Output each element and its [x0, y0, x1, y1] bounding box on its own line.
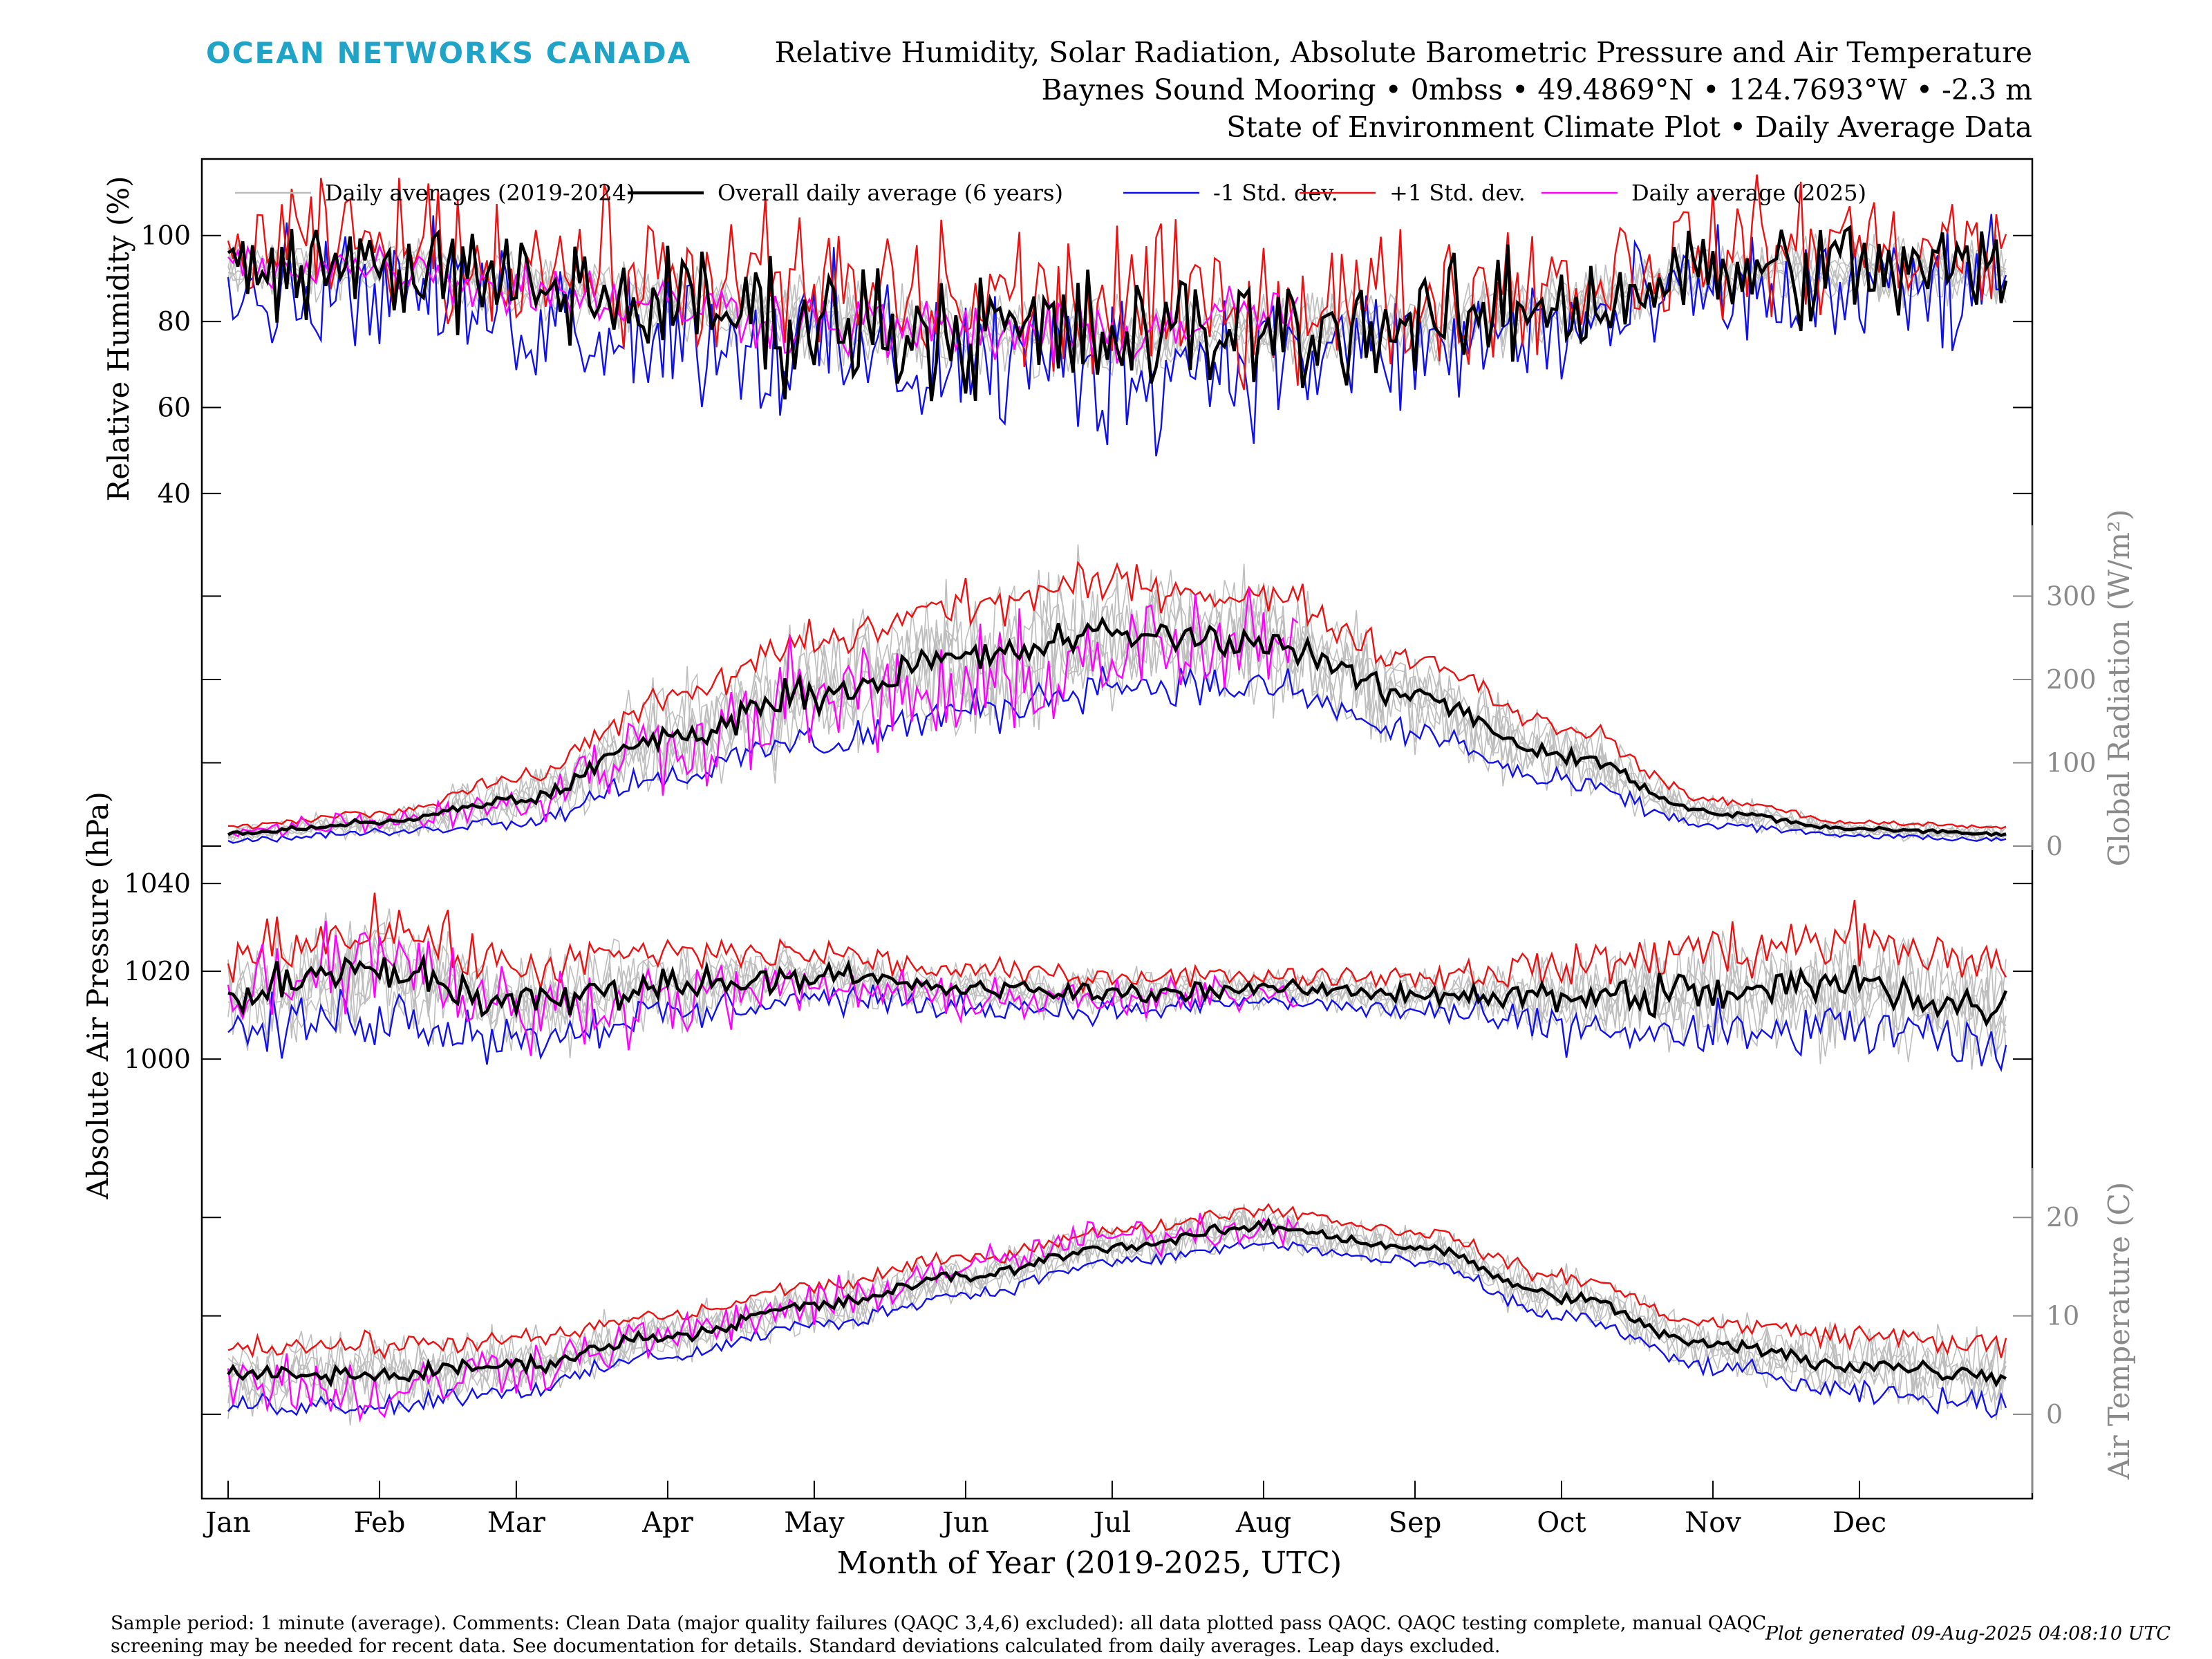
ocean-networks-canada-logo: OCEAN NETWORKS CANADA — [206, 36, 692, 70]
plus-std-line — [227, 892, 2007, 995]
legend-label: Daily averages (2019-2024) — [325, 180, 635, 206]
minus-std-line — [227, 984, 2007, 1073]
x-tick-label: Aug — [1235, 1507, 1291, 1539]
x-tick-label: Sep — [1389, 1507, 1442, 1539]
historical-line — [227, 1210, 2007, 1416]
x-tick-label: May — [784, 1507, 845, 1539]
historical-line — [227, 932, 2007, 1057]
overall-mean-line — [227, 953, 2008, 1028]
y-tick-label: 200 — [2046, 664, 2097, 695]
y-axis-label: Relative Humidity (%) — [102, 176, 135, 501]
legend-label: Daily average (2025) — [1631, 180, 1866, 206]
x-tick-label: Nov — [1685, 1507, 1741, 1539]
y-tick-label: 80 — [158, 306, 191, 337]
x-tick-label: Oct — [1537, 1507, 1586, 1539]
panel-press: 1000 1020 1040 Absolute Air Pressure (hPa) — [81, 791, 2032, 1200]
overall-mean-line — [227, 224, 2008, 402]
overall-mean-line — [227, 615, 2007, 838]
x-tick-label: Jan — [203, 1507, 251, 1539]
y-tick-label: 300 — [2046, 581, 2097, 611]
year-2025-line — [227, 587, 1299, 838]
y-tick-label: 10 — [2046, 1301, 2079, 1331]
historical-line — [227, 1206, 2007, 1426]
overall-mean-line — [227, 1217, 2007, 1388]
y-tick-label: 1020 — [124, 956, 191, 986]
footer-comments: Sample period: 1 minute (average). Comme… — [111, 1613, 1767, 1657]
y-axis-label: Air Temperature (C) — [2102, 1182, 2136, 1481]
historical-line — [227, 1215, 2007, 1410]
historical-line — [227, 570, 2007, 842]
historical-line — [227, 237, 2007, 377]
x-tick-label: Dec — [1833, 1507, 1886, 1539]
y-tick-label: 0 — [2046, 831, 2063, 861]
y-tick-label: 1040 — [124, 868, 191, 899]
plot-generated-timestamp: Plot generated 09-Aug-2025 04:08:10 UTC — [1765, 1623, 2171, 1644]
y-tick-label: 100 — [140, 221, 191, 251]
plus-std-line — [227, 560, 2007, 830]
chart-subtitle-location: Baynes Sound Mooring • 0mbss • 49.4869°N… — [1041, 73, 2033, 106]
legend: Daily averages (2019-2024) Overall daily … — [235, 180, 1866, 206]
x-tick-label: Apr — [641, 1507, 693, 1539]
panel-temp: 0 10 20 Air Temperature (C) — [202, 1168, 2136, 1493]
y-tick-label: 60 — [158, 393, 191, 423]
minus-std-line — [227, 666, 2007, 844]
y-tick-label: 1000 — [124, 1044, 191, 1074]
panel-rad: 0 100 200 300 Global Radiation (W/m²) — [202, 509, 2136, 867]
chart-title: Relative Humidity, Solar Radiation, Abso… — [774, 36, 2032, 69]
plus-std-line — [227, 1203, 2007, 1360]
x-tick-label: Feb — [354, 1507, 406, 1539]
y-tick-label: 0 — [2046, 1399, 2063, 1430]
legend-label: Overall daily average (6 years) — [718, 180, 1063, 206]
x-axis-label: Month of Year (2019-2025, UTC) — [837, 1546, 1342, 1581]
y-tick-label: 100 — [2046, 747, 2097, 778]
legend-label: +1 Std. dev. — [1389, 180, 1526, 206]
y-tick-label: 40 — [158, 478, 191, 509]
y-tick-label: 20 — [2046, 1202, 2079, 1232]
x-tick-label: Mar — [487, 1507, 546, 1539]
x-tick-label: Jul — [1091, 1507, 1132, 1539]
y-axis-label: Absolute Air Pressure (hPa) — [81, 791, 115, 1200]
chart-subtitle-plot-type: State of Environment Climate Plot • Dail… — [1226, 111, 2032, 144]
y-axis-label: Global Radiation (W/m²) — [2102, 509, 2136, 867]
minus-std-line — [227, 1240, 2007, 1418]
x-tick-label: Jun — [939, 1507, 989, 1539]
